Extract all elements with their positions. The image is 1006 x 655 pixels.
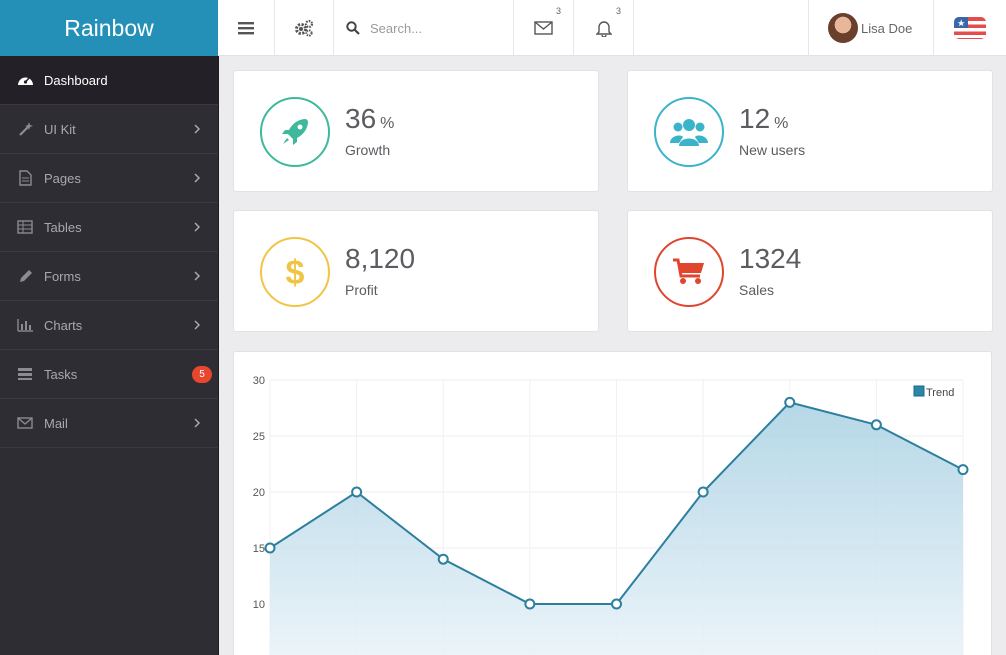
cart-icon: [673, 258, 704, 284]
data-point[interactable]: [870, 419, 882, 431]
legend-swatch: [913, 385, 925, 397]
stat-label: New users: [739, 142, 806, 158]
stat-label: Profit: [345, 282, 378, 298]
trend-area: [270, 402, 963, 655]
stat-value: 36%: [345, 103, 395, 134]
sidebar-item-charts[interactable]: Charts: [0, 301, 218, 350]
brand-logo[interactable]: Rainbow: [0, 0, 218, 56]
sidebar-item-label: Pages: [44, 170, 81, 186]
sidebar-item-ui-kit[interactable]: UI Kit: [0, 105, 218, 154]
svg-text:$: $: [286, 254, 305, 290]
sidebar-item-label: UI Kit: [44, 121, 76, 137]
sidebar-item-label: Dashboard: [44, 72, 108, 88]
table-icon: [16, 219, 34, 235]
sidebar: Dashboard UI Kit Pages Tables Forms Char…: [0, 56, 219, 655]
y-tick-label: 10: [253, 599, 265, 611]
sidebar-item-label: Tables: [44, 219, 82, 235]
stat-card-sales: 1324 Sales: [627, 210, 993, 332]
tasks-icon: [16, 366, 34, 382]
rocket-icon: [282, 119, 308, 145]
dollar-icon: $: [286, 254, 305, 290]
data-point[interactable]: [611, 598, 622, 610]
sidebar-item-tables[interactable]: Tables: [0, 203, 218, 252]
sidebar-item-label: Mail: [44, 415, 68, 431]
data-point[interactable]: [437, 553, 449, 565]
tasks-count-badge: 5: [192, 366, 212, 383]
search-box: [334, 0, 514, 56]
stat-icon-circle: [654, 97, 724, 167]
data-point[interactable]: [957, 464, 969, 476]
avatar: [828, 13, 858, 43]
magic-wand-icon: [16, 121, 34, 137]
y-tick-label: 20: [253, 487, 265, 499]
language-selector[interactable]: [934, 0, 1006, 56]
stat-card-growth: 36% Growth: [233, 70, 599, 192]
data-point[interactable]: [524, 598, 536, 610]
trend-chart: 30 25 20 15 10 Trend: [253, 375, 969, 655]
y-tick-label: 15: [253, 543, 265, 555]
topbar: 3 3 Lisa Doe: [218, 0, 1006, 56]
sidebar-item-forms[interactable]: Forms: [0, 252, 218, 301]
envelope-icon: [16, 415, 34, 431]
stat-icon-circle: [260, 97, 330, 167]
dashboard-icon: [16, 72, 34, 88]
search-icon: [346, 21, 360, 35]
chevron-right-icon: [194, 271, 201, 281]
stat-value: 12%: [739, 103, 789, 134]
hamburger-icon: [238, 22, 254, 35]
sidebar-item-pages[interactable]: Pages: [0, 154, 218, 203]
trend-chart-card: 30 25 20 15 10 Trend: [233, 351, 992, 655]
messages-count: 3: [556, 6, 562, 16]
bar-chart-icon: [16, 317, 34, 333]
user-name: Lisa Doe: [861, 20, 913, 36]
sidebar-item-mail[interactable]: Mail: [0, 399, 218, 448]
stat-label: Sales: [739, 282, 775, 298]
stat-icon-circle: $: [260, 237, 330, 307]
messages-button[interactable]: 3: [514, 0, 574, 56]
stat-value: 8,120: [345, 243, 416, 274]
user-menu[interactable]: Lisa Doe: [808, 0, 934, 56]
chevron-right-icon: [194, 173, 201, 183]
notifications-count: 3: [616, 6, 622, 16]
search-input[interactable]: [370, 20, 510, 36]
sidebar-item-label: Forms: [44, 268, 81, 284]
chevron-right-icon: [194, 124, 201, 134]
sidebar-item-dashboard[interactable]: Dashboard: [0, 56, 218, 105]
stat-card-new-users: 12% New users: [627, 70, 993, 192]
notifications-button[interactable]: 3: [574, 0, 634, 56]
stat-unit: %: [774, 115, 789, 132]
legend-label: Trend: [926, 387, 954, 399]
data-point[interactable]: [264, 542, 276, 554]
chevron-right-icon: [194, 418, 201, 428]
pencil-icon: [16, 268, 34, 284]
file-icon: [16, 170, 34, 186]
gears-icon: [295, 19, 314, 37]
settings-button[interactable]: [275, 0, 334, 56]
users-icon: [670, 119, 708, 146]
chevron-right-icon: [194, 222, 201, 232]
sidebar-item-label: Charts: [44, 317, 83, 333]
y-tick-label: 30: [253, 375, 265, 387]
envelope-icon: [534, 21, 553, 35]
stat-label: Growth: [345, 142, 391, 158]
data-point[interactable]: [351, 486, 363, 498]
stat-icon-circle: [654, 237, 724, 307]
data-point[interactable]: [784, 396, 796, 408]
sidebar-item-label: Tasks: [44, 366, 78, 382]
chevron-right-icon: [194, 320, 201, 330]
y-tick-label: 25: [253, 431, 265, 443]
stat-card-profit: $ 8,120 Profit: [233, 210, 599, 332]
data-point[interactable]: [697, 486, 709, 498]
sidebar-item-tasks[interactable]: Tasks 5: [0, 350, 218, 399]
bell-icon: [595, 21, 612, 37]
menu-toggle-button[interactable]: [218, 0, 275, 56]
stat-unit: %: [380, 115, 395, 132]
stat-value: 1324: [739, 243, 802, 274]
us-flag-icon: [954, 17, 986, 39]
